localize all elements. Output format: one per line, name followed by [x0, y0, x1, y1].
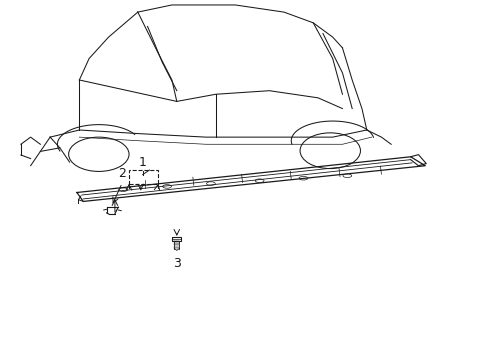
- Bar: [172, 237, 181, 241]
- Text: 2: 2: [118, 167, 126, 180]
- Bar: [129, 170, 158, 184]
- Text: 1: 1: [139, 156, 147, 169]
- Text: 3: 3: [173, 257, 181, 270]
